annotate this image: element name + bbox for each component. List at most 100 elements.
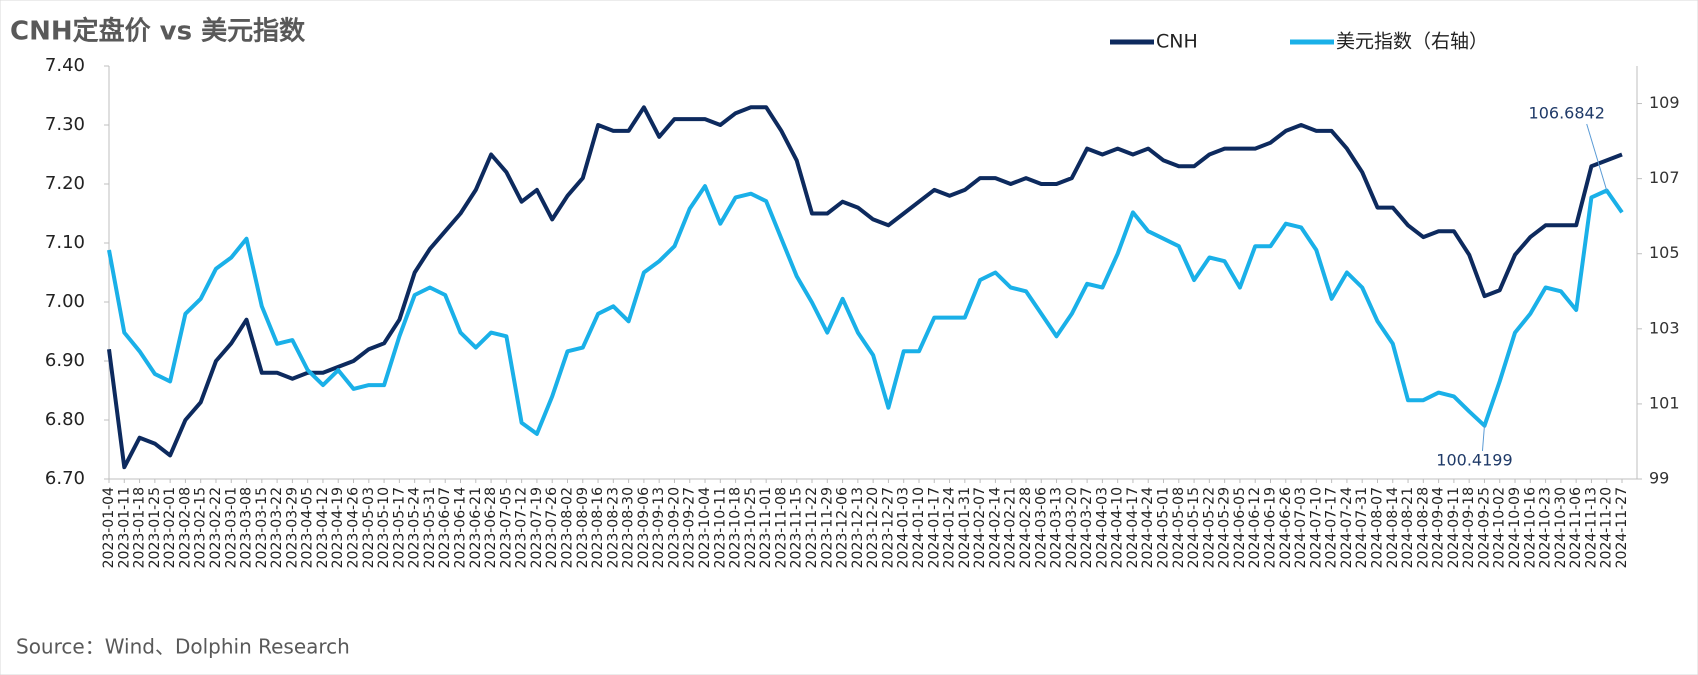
- x-tick-label: 2023-02-22: [208, 487, 224, 568]
- x-tick-label: 2024-07-03: [1293, 487, 1309, 568]
- x-tick-label: 2023-05-31: [422, 487, 438, 568]
- x-tick-label: 2023-05-17: [391, 487, 407, 568]
- x-tick-label: 2024-08-07: [1369, 487, 1385, 568]
- x-tick-label: 2023-06-14: [453, 487, 469, 568]
- x-tick-label: 2024-07-10: [1308, 487, 1324, 568]
- x-tick-label: 2023-06-07: [437, 487, 453, 568]
- x-tick-label: 2023-12-27: [880, 487, 896, 568]
- x-tick-label: 2023-05-03: [361, 487, 377, 568]
- x-tick-label: 2024-01-03: [896, 487, 912, 568]
- x-tick-label: 2023-04-05: [300, 487, 316, 568]
- x-tick-label: 2023-09-13: [651, 487, 667, 568]
- y2-tick-label: 101: [1649, 393, 1680, 412]
- x-tick-label: 2023-04-12: [315, 487, 331, 568]
- x-tick-label: 2024-06-05: [1232, 487, 1248, 568]
- x-tick-label: 2023-03-22: [269, 487, 285, 568]
- x-tick-label: 2023-11-29: [819, 487, 835, 568]
- y-tick-label: 7.20: [45, 173, 85, 194]
- y2-tick-label: 105: [1649, 243, 1680, 262]
- x-tick-label: 2024-06-19: [1262, 487, 1278, 568]
- x-tick-label: 2023-06-21: [468, 487, 484, 568]
- x-tick-label: 2024-04-24: [1140, 487, 1156, 568]
- y-tick-label: 6.70: [45, 468, 85, 489]
- x-tick-label: 2024-06-12: [1247, 487, 1263, 568]
- x-tick-label: 2023-05-24: [407, 487, 423, 568]
- x-tick-label: 2023-05-10: [376, 487, 392, 568]
- x-tick-label: 2024-05-08: [1171, 487, 1187, 568]
- x-tick-label: 2024-09-18: [1461, 487, 1477, 568]
- x-tick-label: 2024-08-28: [1415, 487, 1431, 568]
- x-tick-label: 2024-10-16: [1522, 487, 1538, 568]
- x-tick-label: 2024-02-28: [1018, 487, 1034, 568]
- x-tick-label: 2023-08-30: [621, 487, 637, 568]
- x-tick-label: 2024-08-21: [1400, 487, 1416, 568]
- series-line: [107, 105, 1623, 470]
- x-tick-label: 2023-03-08: [239, 487, 255, 568]
- x-tick-label: 2023-08-23: [605, 487, 621, 568]
- x-tick-label: 2024-05-01: [1156, 487, 1172, 568]
- x-tick-label: 2023-06-28: [483, 487, 499, 568]
- x-tick-label: 2023-09-27: [682, 487, 698, 568]
- y-tick-label: 7.00: [45, 291, 85, 312]
- y2-tick-label: 109: [1649, 93, 1680, 112]
- x-tick-label: 2024-02-07: [972, 487, 988, 568]
- x-tick-label: 2023-08-16: [590, 487, 606, 568]
- x-tick-label: 2024-03-27: [1079, 487, 1095, 568]
- label-leader: [1586, 123, 1608, 191]
- x-tick-label: 2023-04-19: [330, 487, 346, 568]
- x-tick-label: 2023-08-02: [559, 487, 575, 568]
- x-tick-label: 2024-04-03: [1094, 487, 1110, 568]
- x-tick-label: 2023-12-13: [850, 487, 866, 568]
- data-label: 100.4199: [1436, 451, 1512, 470]
- y2-tick-label: 107: [1649, 168, 1680, 187]
- x-tick-label: 2023-12-20: [865, 487, 881, 568]
- x-tick-label: 2023-02-15: [193, 487, 209, 568]
- x-tick-label: 2023-10-25: [743, 487, 759, 568]
- x-tick-label: 2024-11-06: [1568, 487, 1584, 568]
- x-tick-label: 2023-07-26: [544, 487, 560, 568]
- x-tick-label: 2023-02-01: [162, 487, 178, 568]
- x-tick-label: 2024-05-22: [1201, 487, 1217, 568]
- x-tick-label: 2023-01-18: [132, 487, 148, 568]
- y-tick-label: 6.90: [45, 350, 85, 371]
- y-tick-label: 7.10: [45, 232, 85, 253]
- x-tick-label: 2024-10-23: [1538, 487, 1554, 568]
- x-tick-label: 2024-10-30: [1553, 487, 1569, 568]
- data-label: 106.6842: [1529, 104, 1605, 123]
- x-tick-label: 2023-11-15: [789, 487, 805, 568]
- x-tick-label: 2024-07-31: [1354, 487, 1370, 568]
- x-tick-label: 2024-09-25: [1476, 487, 1492, 568]
- x-tick-label: 2023-10-11: [712, 487, 728, 568]
- x-tick-label: 2023-11-08: [773, 487, 789, 568]
- x-tick-label: 2023-04-26: [346, 487, 362, 568]
- x-tick-label: 2023-09-06: [636, 487, 652, 568]
- x-tick-label: 2023-07-12: [514, 487, 530, 568]
- x-tick-label: 2023-01-25: [147, 487, 163, 568]
- series-line: [107, 184, 1624, 436]
- x-tick-label: 2023-11-22: [804, 487, 820, 568]
- x-tick-label: 2024-11-20: [1599, 487, 1615, 568]
- x-tick-label: 2023-10-18: [728, 487, 744, 568]
- x-tick-label: 2024-09-04: [1431, 487, 1447, 568]
- x-tick-label: 2024-01-24: [942, 487, 958, 568]
- x-tick-label: 2023-08-09: [575, 487, 591, 568]
- x-tick-label: 2024-08-14: [1385, 487, 1401, 568]
- x-tick-label: 2024-11-27: [1614, 487, 1630, 568]
- y-tick-label: 7.30: [45, 114, 85, 135]
- x-tick-label: 2024-03-13: [1049, 487, 1065, 568]
- x-tick-label: 2024-01-10: [911, 487, 927, 568]
- x-tick-label: 2023-02-08: [177, 487, 193, 568]
- label-leader: [1481, 425, 1485, 452]
- x-tick-label: 2024-01-31: [957, 487, 973, 568]
- y-tick-label: 6.80: [45, 409, 85, 430]
- x-tick-label: 2023-01-11: [116, 487, 132, 568]
- legend-label: 美元指数（右轴）: [1336, 31, 1488, 53]
- legend-label: CNH: [1156, 31, 1198, 53]
- x-tick-label: 2024-01-17: [926, 487, 942, 568]
- x-tick-label: 2024-10-09: [1507, 487, 1523, 568]
- x-tick-label: 2024-02-14: [987, 487, 1003, 568]
- source: Source：Wind、Dolphin Research: [16, 635, 350, 659]
- y2-tick-label: 99: [1649, 469, 1669, 488]
